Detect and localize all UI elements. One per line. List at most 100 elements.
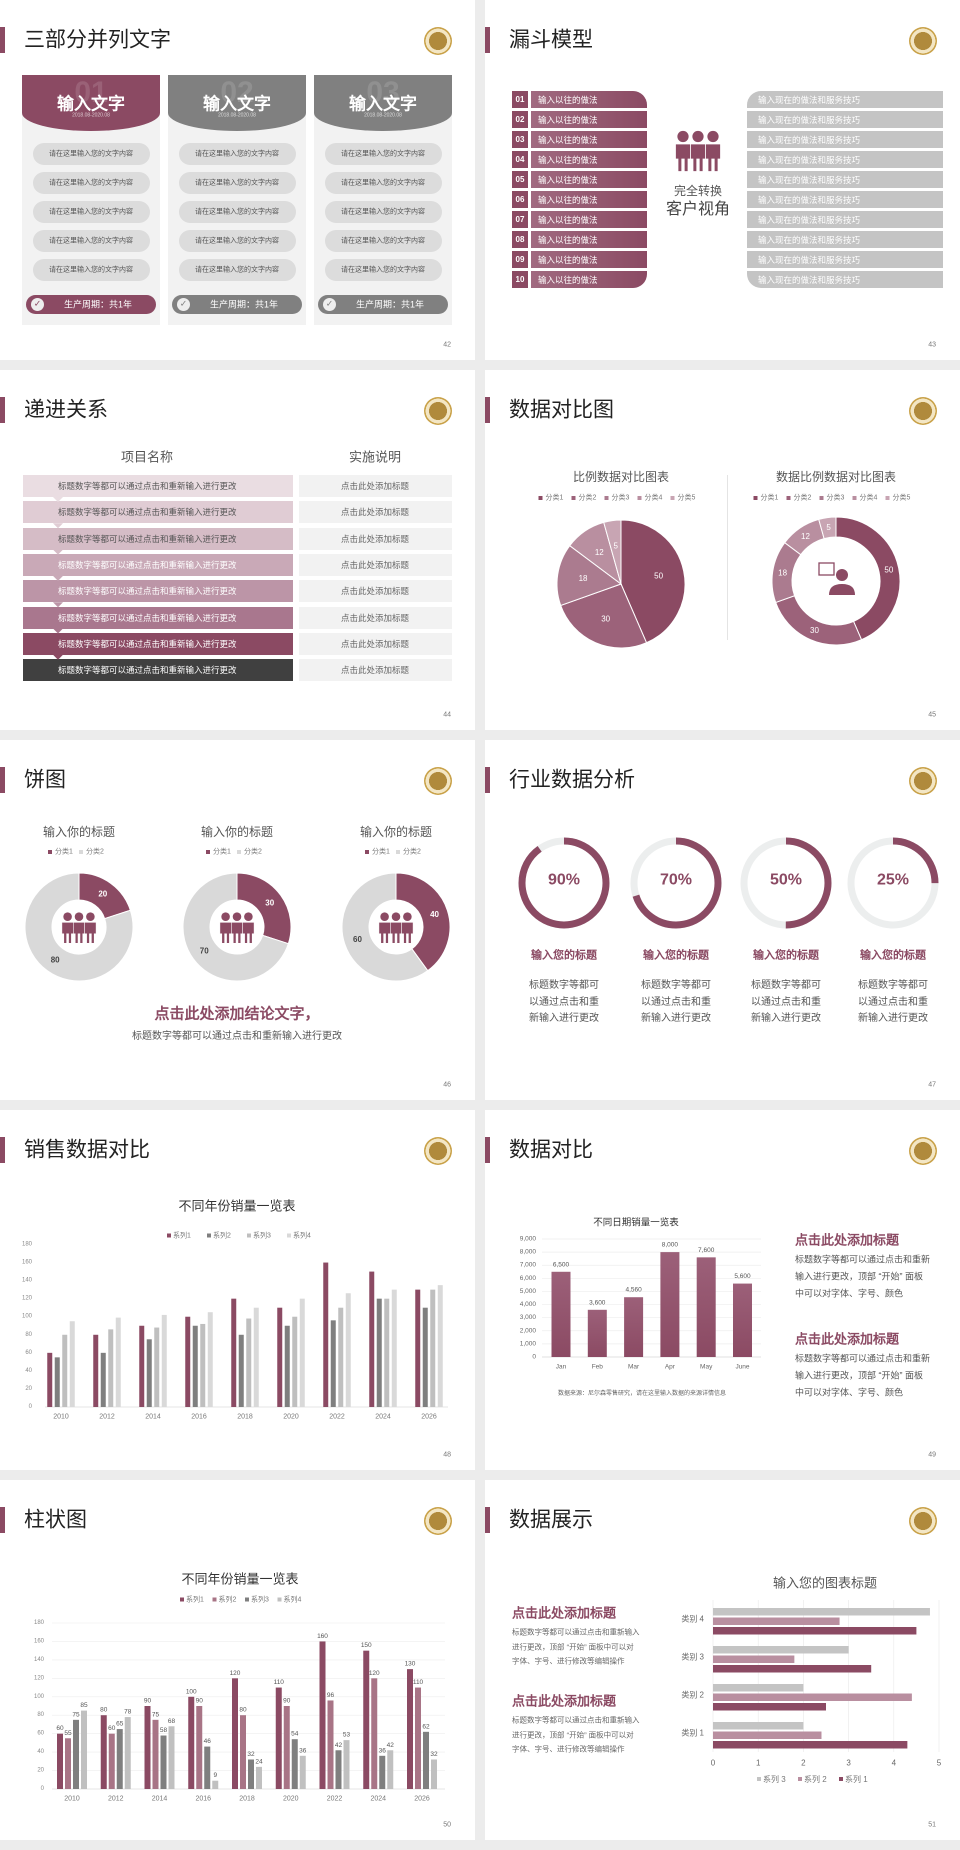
center-icon-layer xyxy=(675,130,721,172)
legend-label: 分类1 xyxy=(372,847,390,856)
bar xyxy=(415,1289,421,1407)
block-heading: 点击此处添加标题 xyxy=(795,1331,900,1347)
chevron-down-icon xyxy=(53,628,63,634)
old-practice-text: 输入以往的做法 xyxy=(538,154,598,165)
bar xyxy=(319,1641,326,1789)
card-date: 2018.08-2020.08 xyxy=(364,112,402,119)
progress-row[interactable]: 标题数字等都可以通过点击和重新输入进行更改 xyxy=(23,553,293,576)
y-tick-label: 40 xyxy=(37,1749,44,1755)
title-accent-bar xyxy=(0,767,5,793)
row-note-box[interactable]: 点击此处添加标题 xyxy=(299,527,452,550)
content-pill[interactable]: 请在这里输入您的文字内容 xyxy=(33,259,150,281)
content-pill[interactable]: 请在这里输入您的文字内容 xyxy=(325,230,442,252)
y-tick-label: 100 xyxy=(22,1314,33,1320)
old-practice-bar[interactable]: 输入以往的做法 xyxy=(531,171,647,188)
bar xyxy=(338,1307,344,1407)
bar xyxy=(437,1285,443,1407)
new-practice-bar[interactable]: 输入现在的做法和服务技巧 xyxy=(747,131,943,148)
bar xyxy=(62,1334,68,1407)
new-practice-bar[interactable]: 输入现在的做法和服务技巧 xyxy=(747,231,943,248)
content-pill[interactable]: 请在这里输入您的文字内容 xyxy=(179,172,296,194)
progress-row[interactable]: 标题数字等都可以通过点击和重新输入进行更改 xyxy=(23,501,293,524)
new-practice-bar[interactable]: 输入现在的做法和服务技巧 xyxy=(747,271,943,288)
x-tick-label: 2012 xyxy=(99,1414,115,1421)
old-practice-bar[interactable]: 输入以往的做法 xyxy=(531,131,647,148)
row-note-box[interactable]: 点击此处添加标题 xyxy=(299,659,452,682)
legend-swatch xyxy=(670,496,675,500)
slide-46: 饼图 46 输入你的标题 分类1 分类2 20 80 输入你的标题 分类1 分类2 30 70 输入你的… xyxy=(0,740,475,1100)
ring-description: 以通过点击和重 xyxy=(529,996,599,1008)
content-pill[interactable]: 请在这里输入您的文字内容 xyxy=(325,201,442,223)
card-number: 03 xyxy=(366,76,400,109)
progress-row[interactable]: 标题数字等都可以通过点击和重新输入进行更改 xyxy=(23,606,293,629)
conclusion-subtitle: 标题数字等都可以通过点击和重新输入进行更改 xyxy=(132,1031,342,1042)
data-label: 7,600 xyxy=(698,1247,715,1254)
progress-row[interactable]: 标题数字等都可以通过点击和重新输入进行更改 xyxy=(23,659,293,682)
new-practice-bar[interactable]: 输入现在的做法和服务技巧 xyxy=(747,151,943,168)
row-note-box[interactable]: 点击此处添加标题 xyxy=(299,580,452,603)
new-practice-bar[interactable]: 输入现在的做法和服务技巧 xyxy=(747,251,943,268)
footer-pill[interactable]: ✓ 生产周期：共1年 xyxy=(26,295,156,314)
progress-row[interactable]: 标题数字等都可以通过点击和重新输入进行更改 xyxy=(23,632,293,655)
row-number: 09 xyxy=(515,254,525,264)
bar xyxy=(144,1706,151,1789)
old-practice-bar[interactable]: 输入以往的做法 xyxy=(531,211,647,228)
legend-label: 分类2 xyxy=(579,493,597,502)
old-practice-bar[interactable]: 输入以往的做法 xyxy=(531,251,647,268)
new-practice-bar[interactable]: 输入现在的做法和服务技巧 xyxy=(747,211,943,228)
pill-text: 请在这里输入您的文字内容 xyxy=(195,266,279,274)
x-tick-label: 2022 xyxy=(327,1796,343,1803)
old-practice-bar[interactable]: 输入以往的做法 xyxy=(531,191,647,208)
progress-row[interactable]: 标题数字等都可以通过点击和重新输入进行更改 xyxy=(23,527,293,550)
legend-swatch xyxy=(277,1597,282,1602)
old-practice-bar[interactable]: 输入以往的做法 xyxy=(531,271,647,288)
content-pill[interactable]: 请在这里输入您的文字内容 xyxy=(33,201,150,223)
legend-label: 分类3 xyxy=(612,493,630,502)
new-practice-bar[interactable]: 输入现在的做法和服务技巧 xyxy=(747,91,943,108)
new-practice-bar[interactable]: 输入现在的做法和服务技巧 xyxy=(747,171,943,188)
bar xyxy=(256,1766,262,1789)
row-item-text: 标题数字等都可以通过点击和重新输入进行更改 xyxy=(58,480,237,491)
ring-heading: 输入您的标题 xyxy=(860,949,926,962)
ring-description: 以通过点击和重 xyxy=(641,996,711,1008)
data-label: 96 xyxy=(327,1692,335,1699)
bar-chart: 不同日期销量一览表 0 1,000 2,000 3,000 4,000 5,000 6,000… xyxy=(520,1217,761,1371)
x-tick-label: 3 xyxy=(846,1759,851,1768)
content-pill[interactable]: 请在这里输入您的文字内容 xyxy=(325,259,442,281)
legend-label: 分类3 xyxy=(827,493,845,502)
progress-row[interactable]: 标题数字等都可以通过点击和重新输入进行更改 xyxy=(23,580,293,603)
old-practice-bar[interactable]: 输入以往的做法 xyxy=(531,91,647,108)
row-note-box[interactable]: 点击此处添加标题 xyxy=(299,501,452,524)
row-note-box[interactable]: 点击此处添加标题 xyxy=(299,553,452,576)
content-pill[interactable]: 请在这里输入您的文字内容 xyxy=(179,259,296,281)
content-pill[interactable]: 请在这里输入您的文字内容 xyxy=(33,143,150,165)
content-pill[interactable]: 请在这里输入您的文字内容 xyxy=(179,201,296,223)
row-note-box[interactable]: 点击此处添加标题 xyxy=(299,632,452,655)
conclusion-heading: 点击此处添加结论文字， xyxy=(154,1005,320,1023)
title-accent-bar xyxy=(485,767,490,793)
pill-text: 请在这里输入您的文字内容 xyxy=(195,179,279,187)
content-pill[interactable]: 请在这里输入您的文字内容 xyxy=(325,172,442,194)
content-pill[interactable]: 请在这里输入您的文字内容 xyxy=(179,143,296,165)
footer-pill[interactable]: ✓ 生产周期：共1年 xyxy=(172,295,302,314)
content-pill[interactable]: 请在这里输入您的文字内容 xyxy=(179,230,296,252)
new-practice-bar[interactable]: 输入现在的做法和服务技巧 xyxy=(747,111,943,128)
data-label: 32 xyxy=(430,1751,438,1758)
content-pill[interactable]: 请在这里输入您的文字内容 xyxy=(33,230,150,252)
new-practice-bar[interactable]: 输入现在的做法和服务技巧 xyxy=(747,191,943,208)
old-practice-bar[interactable]: 输入以往的做法 xyxy=(531,151,647,168)
content-pill[interactable]: 请在这里输入您的文字内容 xyxy=(325,143,442,165)
old-practice-bar[interactable]: 输入以往的做法 xyxy=(531,231,647,248)
person-head xyxy=(380,912,389,921)
row-note-box[interactable]: 点击此处添加标题 xyxy=(299,606,452,629)
data-label: 100 xyxy=(186,1688,197,1695)
progress-row[interactable]: 标题数字等都可以通过点击和重新输入进行更改 xyxy=(23,475,293,497)
row-note-box[interactable]: 点击此处添加标题 xyxy=(299,475,452,497)
data-label: 80 xyxy=(51,955,60,964)
old-practice-bar[interactable]: 输入以往的做法 xyxy=(531,111,647,128)
content-pill[interactable]: 请在这里输入您的文字内容 xyxy=(33,172,150,194)
bar xyxy=(422,1307,428,1407)
footer-pill[interactable]: ✓ 生产周期：共1年 xyxy=(318,295,448,314)
old-practice-text: 输入以往的做法 xyxy=(538,254,598,265)
